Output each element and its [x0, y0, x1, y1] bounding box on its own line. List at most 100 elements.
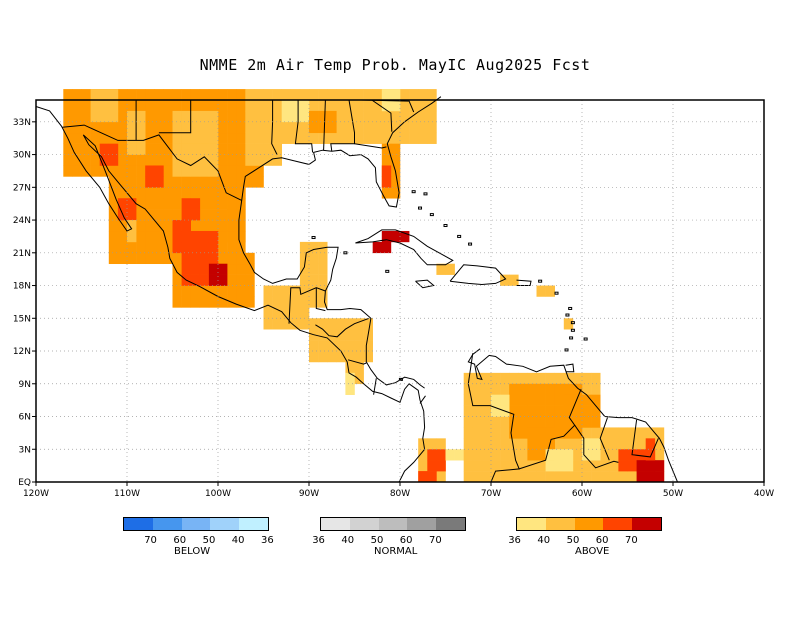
legend-swatch [603, 518, 633, 530]
prob-cell [127, 89, 137, 101]
prob-cell [81, 132, 91, 144]
prob-cell [654, 438, 665, 450]
prob-cell [418, 449, 428, 461]
prob-cell [117, 220, 128, 232]
prob-cell [354, 351, 364, 363]
prob-cell [108, 143, 119, 155]
prob-cell [591, 372, 601, 385]
prob-cell [136, 176, 146, 188]
prob-cell [609, 438, 619, 450]
honduras-border [315, 317, 370, 338]
prob-cell [536, 416, 546, 428]
prob-cell [190, 274, 201, 286]
prob-cell [181, 198, 191, 210]
prob-cell [554, 449, 565, 461]
prob-cell [108, 176, 119, 188]
prob-cell [272, 307, 282, 319]
prob-cell [500, 438, 510, 450]
prob-cell [199, 220, 210, 232]
prob-cell [463, 460, 474, 472]
prob-cell [600, 438, 610, 450]
prob-cell [227, 230, 237, 243]
lat-tick-label: 24N [13, 216, 31, 226]
prob-cell [518, 383, 528, 395]
prob-cell [199, 154, 210, 166]
prob-cell [145, 165, 155, 177]
island [570, 321, 575, 325]
prob-cell [199, 241, 210, 254]
nicaragua-cr-border [347, 359, 367, 365]
prob-cell [208, 285, 219, 297]
prob-cell [236, 176, 246, 188]
legend-tick-label: 50 [202, 535, 216, 546]
prob-cell [327, 318, 337, 330]
prob-cell [372, 241, 383, 254]
prob-cell [172, 209, 182, 221]
prob-cell [563, 427, 574, 439]
prob-cell [418, 471, 428, 483]
prob-cell [381, 176, 392, 188]
prob-cell [263, 143, 273, 155]
prob-cell [236, 285, 246, 297]
prob-cell [127, 220, 137, 232]
prob-cell [509, 449, 519, 461]
island [398, 377, 403, 381]
prob-cell [409, 121, 419, 134]
prob-cell [81, 89, 91, 101]
prob-cell [163, 198, 173, 210]
prob-cell [527, 416, 537, 428]
prob-cell [390, 143, 401, 155]
prob-cell [145, 220, 155, 232]
prob-cell [208, 132, 219, 144]
prob-cell [345, 121, 355, 134]
prob-cell [500, 383, 510, 395]
prob-cell [354, 110, 364, 123]
prob-cell [227, 209, 237, 221]
prob-cell [172, 252, 182, 265]
prob-cell [227, 165, 237, 177]
prob-cell [181, 209, 191, 221]
lon-tick-label: 90W [299, 489, 319, 499]
prob-cell [290, 100, 301, 112]
us-mexico-border [62, 124, 242, 201]
prob-cell [390, 187, 401, 199]
prob-cell [327, 89, 337, 101]
prob-cell [427, 471, 437, 483]
prob-cell [536, 372, 546, 385]
prob-cell [272, 296, 282, 308]
prob-cell [363, 351, 373, 363]
prob-cell [227, 252, 237, 265]
jamaica-coastline [415, 279, 435, 289]
prob-cell [536, 394, 546, 406]
prob-cell [318, 263, 328, 275]
prob-cell [172, 198, 182, 210]
prob-cell [272, 132, 282, 144]
prob-cell [545, 471, 555, 483]
prob-cell [272, 121, 282, 134]
suriname-border [599, 417, 610, 461]
prob-cell [509, 416, 519, 428]
prob-cell [99, 100, 110, 112]
prob-cell [154, 187, 164, 199]
prob-cell [236, 187, 246, 199]
prob-cell [299, 296, 310, 308]
legend-tick-label: 70 [429, 535, 442, 546]
island [570, 328, 575, 332]
prob-cell [199, 274, 210, 286]
prob-cell [218, 241, 228, 254]
prob-cell [181, 154, 191, 166]
prob-cell [190, 176, 201, 188]
prob-cell [600, 471, 610, 483]
prob-cell [363, 110, 373, 123]
prob-cell [117, 89, 128, 101]
prob-cell [354, 318, 364, 330]
lat-tick-label: 6N [19, 413, 31, 423]
prob-cell [245, 100, 255, 112]
prob-cell [172, 220, 182, 232]
prob-cell [154, 209, 164, 221]
prob-cell [436, 449, 446, 461]
prob-cell [154, 165, 164, 177]
prob-cell [90, 100, 100, 112]
legend-below-label: BELOW [174, 546, 211, 557]
island [468, 242, 473, 246]
